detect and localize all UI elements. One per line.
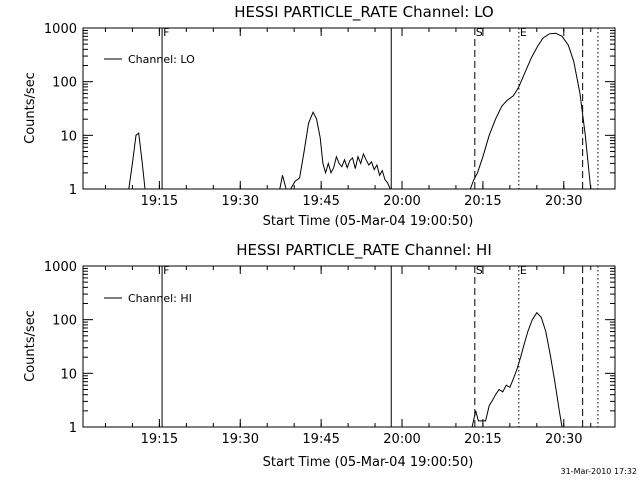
footer-timestamp: 31-Mar-2010 17:32	[561, 467, 638, 476]
y-tick-label-lo: 100	[52, 76, 77, 91]
x-tick-label-lo: 19:15	[141, 194, 178, 209]
y-tick-label-lo: 1000	[44, 22, 77, 37]
series-line-lo	[469, 32, 592, 190]
plot-frame-lo	[82, 27, 616, 190]
x-tick-label-hi: 19:15	[141, 432, 178, 447]
x-tick-label-hi: 20:00	[383, 432, 420, 447]
chart-title-lo: HESSI PARTICLE_RATE Channel: LO	[234, 3, 493, 22]
event-marker-label-lo: E	[520, 26, 527, 39]
x-tick-label-lo: 20:30	[545, 194, 582, 209]
tick-labels-lo: 19:15 19:30 19:45 20:00 20:15 20:30 1 10 100 1000	[44, 22, 583, 209]
y-tick-label-hi: 1	[69, 421, 77, 436]
event-marker-label-hi: S	[476, 264, 483, 277]
x-tick-label-lo: 20:00	[383, 194, 420, 209]
x-axis-label-hi: Start Time (05-Mar-04 19:00:50)	[263, 455, 474, 470]
y-tick-label-lo: 1	[69, 183, 77, 198]
series-line-hi	[471, 311, 563, 428]
event-marker-label-lo: S	[476, 26, 483, 39]
axis-ticks-hi	[83, 265, 615, 428]
event-marker-label-hi: F	[163, 264, 169, 277]
y-tick-label-hi: 10	[60, 367, 77, 382]
x-tick-label-hi: 20:15	[464, 432, 501, 447]
x-axis-label-lo: Start Time (05-Mar-04 19:00:50)	[263, 214, 474, 229]
series-lo	[128, 32, 592, 190]
legend-label-hi: Channel: HI	[128, 292, 192, 305]
y-axis-label-hi: Counts/sec	[23, 310, 38, 382]
y-tick-label-hi: 100	[52, 314, 77, 329]
x-tick-label-hi: 20:30	[545, 432, 582, 447]
tick-labels-hi: 19:15 19:30 19:45 20:00 20:15 20:30 1 10 100 1000	[44, 260, 583, 447]
event-marker-label-hi: E	[520, 264, 527, 277]
panel-lo: HESSI PARTICLE_RATE Channel: LO F S E 19:1…	[23, 3, 616, 229]
series-hi	[471, 311, 563, 428]
y-axis-label-lo: Counts/sec	[23, 72, 38, 144]
legend-label-lo: Channel: LO	[128, 53, 195, 66]
event-marker-label-lo: F	[163, 26, 169, 39]
chart-title-hi: HESSI PARTICLE_RATE Channel: HI	[236, 241, 492, 260]
panel-hi: HESSI PARTICLE_RATE Channel: HI F S E 19:1…	[23, 241, 616, 470]
series-line-lo	[279, 110, 391, 190]
axis-ticks-lo	[83, 27, 615, 190]
plot-frame-hi	[82, 265, 616, 428]
x-tick-label-lo: 20:15	[464, 194, 501, 209]
y-tick-label-hi: 1000	[44, 260, 77, 275]
y-tick-label-lo: 10	[60, 129, 77, 144]
x-tick-label-hi: 19:30	[222, 432, 259, 447]
x-tick-label-hi: 19:45	[302, 432, 339, 447]
x-tick-label-lo: 19:30	[222, 194, 259, 209]
x-tick-label-lo: 19:45	[302, 194, 339, 209]
series-line-lo	[128, 132, 146, 190]
